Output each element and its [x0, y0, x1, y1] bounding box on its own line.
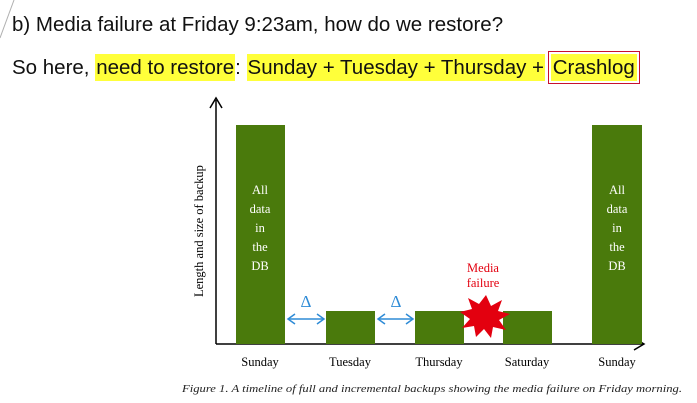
y-axis-label: Length and size of backup: [192, 165, 206, 297]
answer-colon: :: [235, 56, 241, 79]
media-failure-burst-icon: [460, 295, 510, 338]
full-backup-text-b4: the: [609, 240, 625, 254]
full-backup-text-5: DB: [251, 259, 268, 273]
bar-incremental-thursday: [415, 311, 464, 344]
full-backup-text-b1: All: [609, 183, 626, 197]
slide-corner-decoration: [0, 0, 15, 39]
full-backup-text-b2: data: [607, 202, 628, 216]
answer-prefix: So here,: [12, 56, 96, 79]
day-label-sunday: Sunday: [241, 355, 279, 369]
bar-incremental-saturday: [503, 311, 552, 344]
day-label-saturday: Saturday: [505, 355, 550, 369]
delta-arrow-2-right-head-icon: [405, 313, 415, 325]
bar-incremental-tuesday: [326, 311, 375, 344]
delta-arrow-2-left-head-icon: [376, 313, 386, 325]
full-backup-text-b5: DB: [608, 259, 625, 273]
answer-line: So here, need to restore: Sunday + Tuesd…: [12, 51, 640, 84]
delta-label-1: Δ: [301, 292, 312, 311]
answer-space-2: [545, 56, 551, 79]
y-axis-arrow-icon: [209, 96, 223, 109]
full-backup-text-4: the: [252, 240, 268, 254]
delta-arrow-1-left-head-icon: [286, 313, 296, 325]
full-backup-text-3: in: [255, 221, 265, 235]
full-backup-text-b3: in: [612, 221, 622, 235]
media-failure-label-line-1: Media: [467, 261, 499, 275]
crashlog-boxed: Crashlog: [547, 51, 640, 84]
day-label-tuesday: Tuesday: [329, 355, 372, 369]
question-line: b) Media failure at Friday 9:23am, how d…: [12, 13, 504, 36]
day-label-thursday: Thursday: [415, 355, 463, 369]
full-backup-text-1: All: [252, 183, 269, 197]
highlight-need-to-restore: need to restore: [95, 54, 236, 81]
day-label-sunday-2: Sunday: [598, 355, 636, 369]
delta-label-2: Δ: [391, 292, 402, 311]
figure-caption: Figure 1. A timeline of full and increme…: [181, 383, 682, 395]
bar-full-backup-sunday: [236, 125, 285, 344]
highlight-restore-sequence: Sunday + Tuesday + Thursday +: [246, 54, 546, 81]
delta-arrow-1-right-head-icon: [316, 313, 326, 325]
answer-space: [241, 56, 247, 79]
media-failure-label-line-2: failure: [467, 276, 500, 290]
bar-full-backup-sunday-2: [592, 125, 642, 344]
full-backup-text-2: data: [250, 202, 271, 216]
backup-timeline-diagram: Length and size of backup All data in th…: [181, 96, 682, 395]
